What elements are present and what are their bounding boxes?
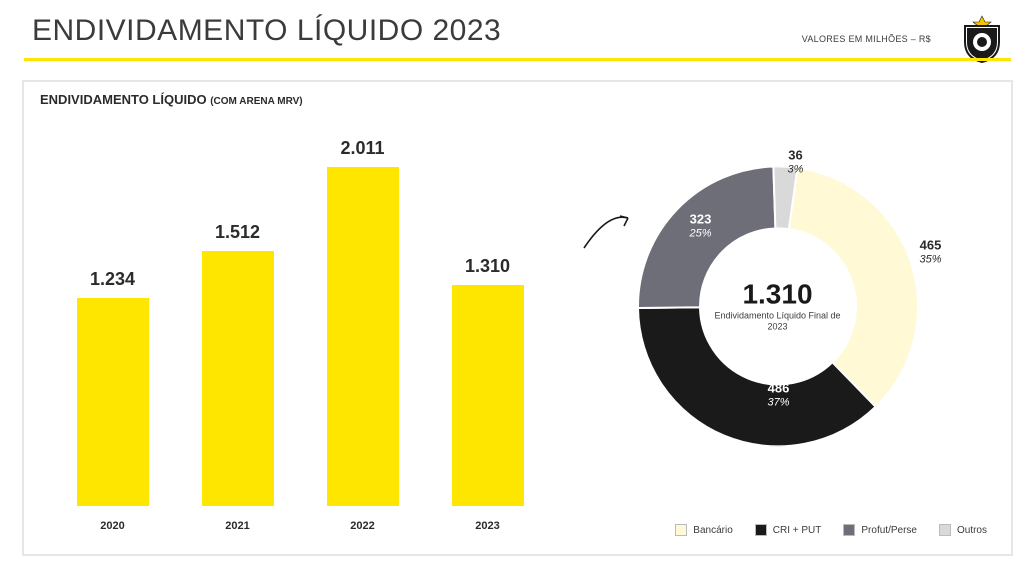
bar (327, 167, 399, 506)
panel-title-sub: (COM ARENA MRV) (210, 96, 302, 107)
bar-col: 1.310 (438, 118, 538, 506)
bar-value-label: 1.310 (465, 256, 510, 277)
legend-swatch (843, 524, 855, 536)
donut-center-caption: Endividamento Líquido Final de 2023 (708, 311, 848, 333)
bar-col: 2.011 (313, 118, 413, 506)
donut-chart: 1.310 Endividamento Líquido Final de 202… (560, 118, 995, 540)
bar (202, 251, 274, 506)
legend-label: Bancário (693, 525, 732, 536)
donut-slice-label: 363% (788, 149, 804, 177)
bar-value-label: 1.512 (215, 222, 260, 243)
donut-center: 1.310 Endividamento Líquido Final de 202… (708, 281, 848, 333)
legend-label: Outros (957, 525, 987, 536)
legend-swatch (675, 524, 687, 536)
legend: Bancário CRI + PUT Profut/Perse Outros (675, 524, 987, 536)
bar-value-label: 2.011 (340, 138, 384, 159)
donut-center-value: 1.310 (708, 281, 848, 309)
bar-xaxis: 2020 2021 2022 2023 (50, 520, 550, 532)
header: ENDIVIDAMENTO LÍQUIDO 2023 VALORES EM MI… (24, 18, 1011, 60)
bars-container: 1.234 1.512 2.011 1.310 (50, 118, 550, 506)
bar (452, 285, 524, 506)
bar-col: 1.512 (188, 118, 288, 506)
donut-wrap: 1.310 Endividamento Líquido Final de 202… (638, 167, 918, 447)
content-panel: ENDIVIDAMENTO LÍQUIDO (COM ARENA MRV) 1.… (22, 80, 1013, 556)
bar-x-label: 2022 (313, 520, 413, 532)
bar-plot: 1.234 1.512 2.011 1.310 (40, 118, 560, 506)
bar-value-label: 1.234 (90, 269, 135, 290)
bar-col: 1.234 (63, 118, 163, 506)
panel-content: 1.234 1.512 2.011 1.310 2020 2021 2022 2023 1.… (40, 118, 995, 540)
legend-label: Profut/Perse (861, 525, 917, 536)
bar (77, 298, 149, 506)
bar-x-label: 2023 (438, 520, 538, 532)
legend-item: Outros (939, 524, 987, 536)
bar-chart: 1.234 1.512 2.011 1.310 2020 2021 2022 2023 (40, 118, 560, 540)
panel-title: ENDIVIDAMENTO LÍQUIDO (COM ARENA MRV) (40, 92, 995, 107)
header-rule (24, 58, 1011, 61)
legend-swatch (755, 524, 767, 536)
legend-label: CRI + PUT (773, 525, 822, 536)
bar-x-label: 2020 (63, 520, 163, 532)
bar-x-label: 2021 (188, 520, 288, 532)
page-subtitle: VALORES EM MILHÕES – R$ (802, 34, 931, 44)
donut-slice-label: 32325% (690, 213, 712, 241)
club-crest-icon (957, 14, 1007, 64)
page-title: ENDIVIDAMENTO LÍQUIDO 2023 (32, 14, 501, 48)
legend-item: Bancário (675, 524, 732, 536)
legend-swatch (939, 524, 951, 536)
legend-item: CRI + PUT (755, 524, 822, 536)
panel-title-main: ENDIVIDAMENTO LÍQUIDO (40, 92, 210, 107)
page: ENDIVIDAMENTO LÍQUIDO 2023 VALORES EM MI… (0, 0, 1035, 576)
donut-slice-label: 48637% (768, 382, 790, 410)
legend-item: Profut/Perse (843, 524, 917, 536)
donut-slice-label: 46535% (920, 239, 942, 267)
